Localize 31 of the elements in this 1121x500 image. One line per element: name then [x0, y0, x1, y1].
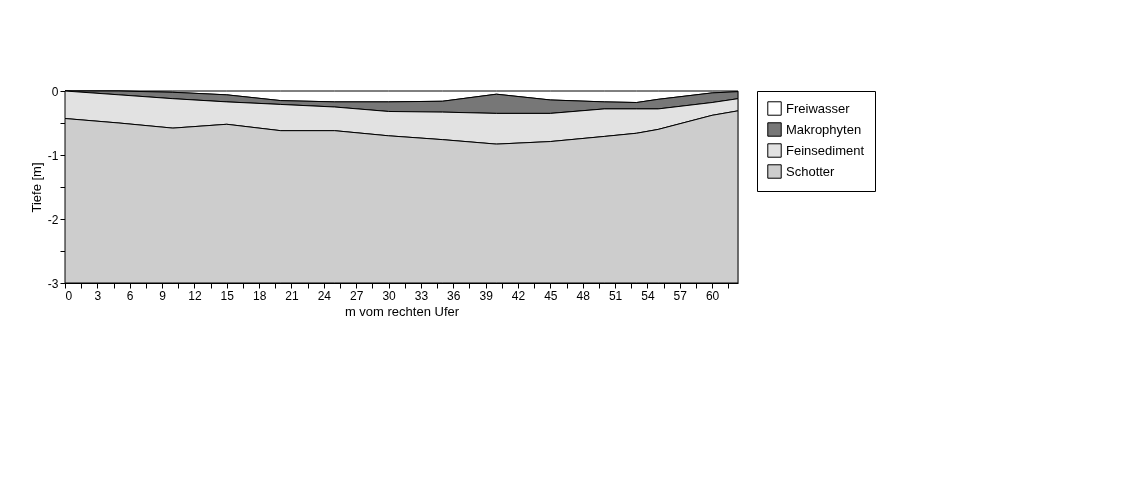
x-tick-label: 45 [544, 288, 558, 303]
x-tick-label: 27 [350, 288, 364, 303]
x-tick-label: 18 [252, 288, 267, 303]
x-tick-label: 54 [641, 288, 655, 303]
y-tick-label: -2 [47, 212, 59, 227]
legend-label: Freiwasser [786, 100, 851, 116]
x-tick-label: 57 [673, 288, 688, 303]
x-tick-label: 3 [94, 288, 102, 303]
x-tick-label: 39 [479, 288, 494, 303]
x-tick-label: 33 [414, 288, 429, 303]
y-tick-label: -3 [47, 276, 59, 291]
legend-label: Schotter [786, 163, 836, 179]
y-tick-label: 0 [51, 84, 59, 99]
x-tick-label: 6 [126, 288, 134, 303]
y-axis-title: Tiefe [m] [28, 162, 44, 213]
x-tick-label: 60 [705, 288, 720, 303]
x-tick-label: 9 [159, 288, 167, 303]
y-tick-label: -1 [47, 148, 59, 163]
x-tick-label: 42 [511, 288, 526, 303]
x-axis-title: m vom rechten Ufer [344, 303, 460, 319]
x-tick-label: 51 [608, 288, 623, 303]
legend-label: Feinsediment [786, 142, 865, 158]
x-tick-label: 30 [382, 288, 397, 303]
x-tick-label: 15 [220, 288, 235, 303]
legend-label: Makrophyten [786, 121, 862, 137]
x-tick-label: 0 [65, 288, 73, 303]
x-tick-label: 36 [447, 288, 461, 303]
x-tick-label: 21 [285, 288, 299, 303]
x-tick-label: 48 [576, 288, 591, 303]
x-tick-label: 24 [317, 288, 332, 303]
x-tick-label: 12 [188, 288, 202, 303]
